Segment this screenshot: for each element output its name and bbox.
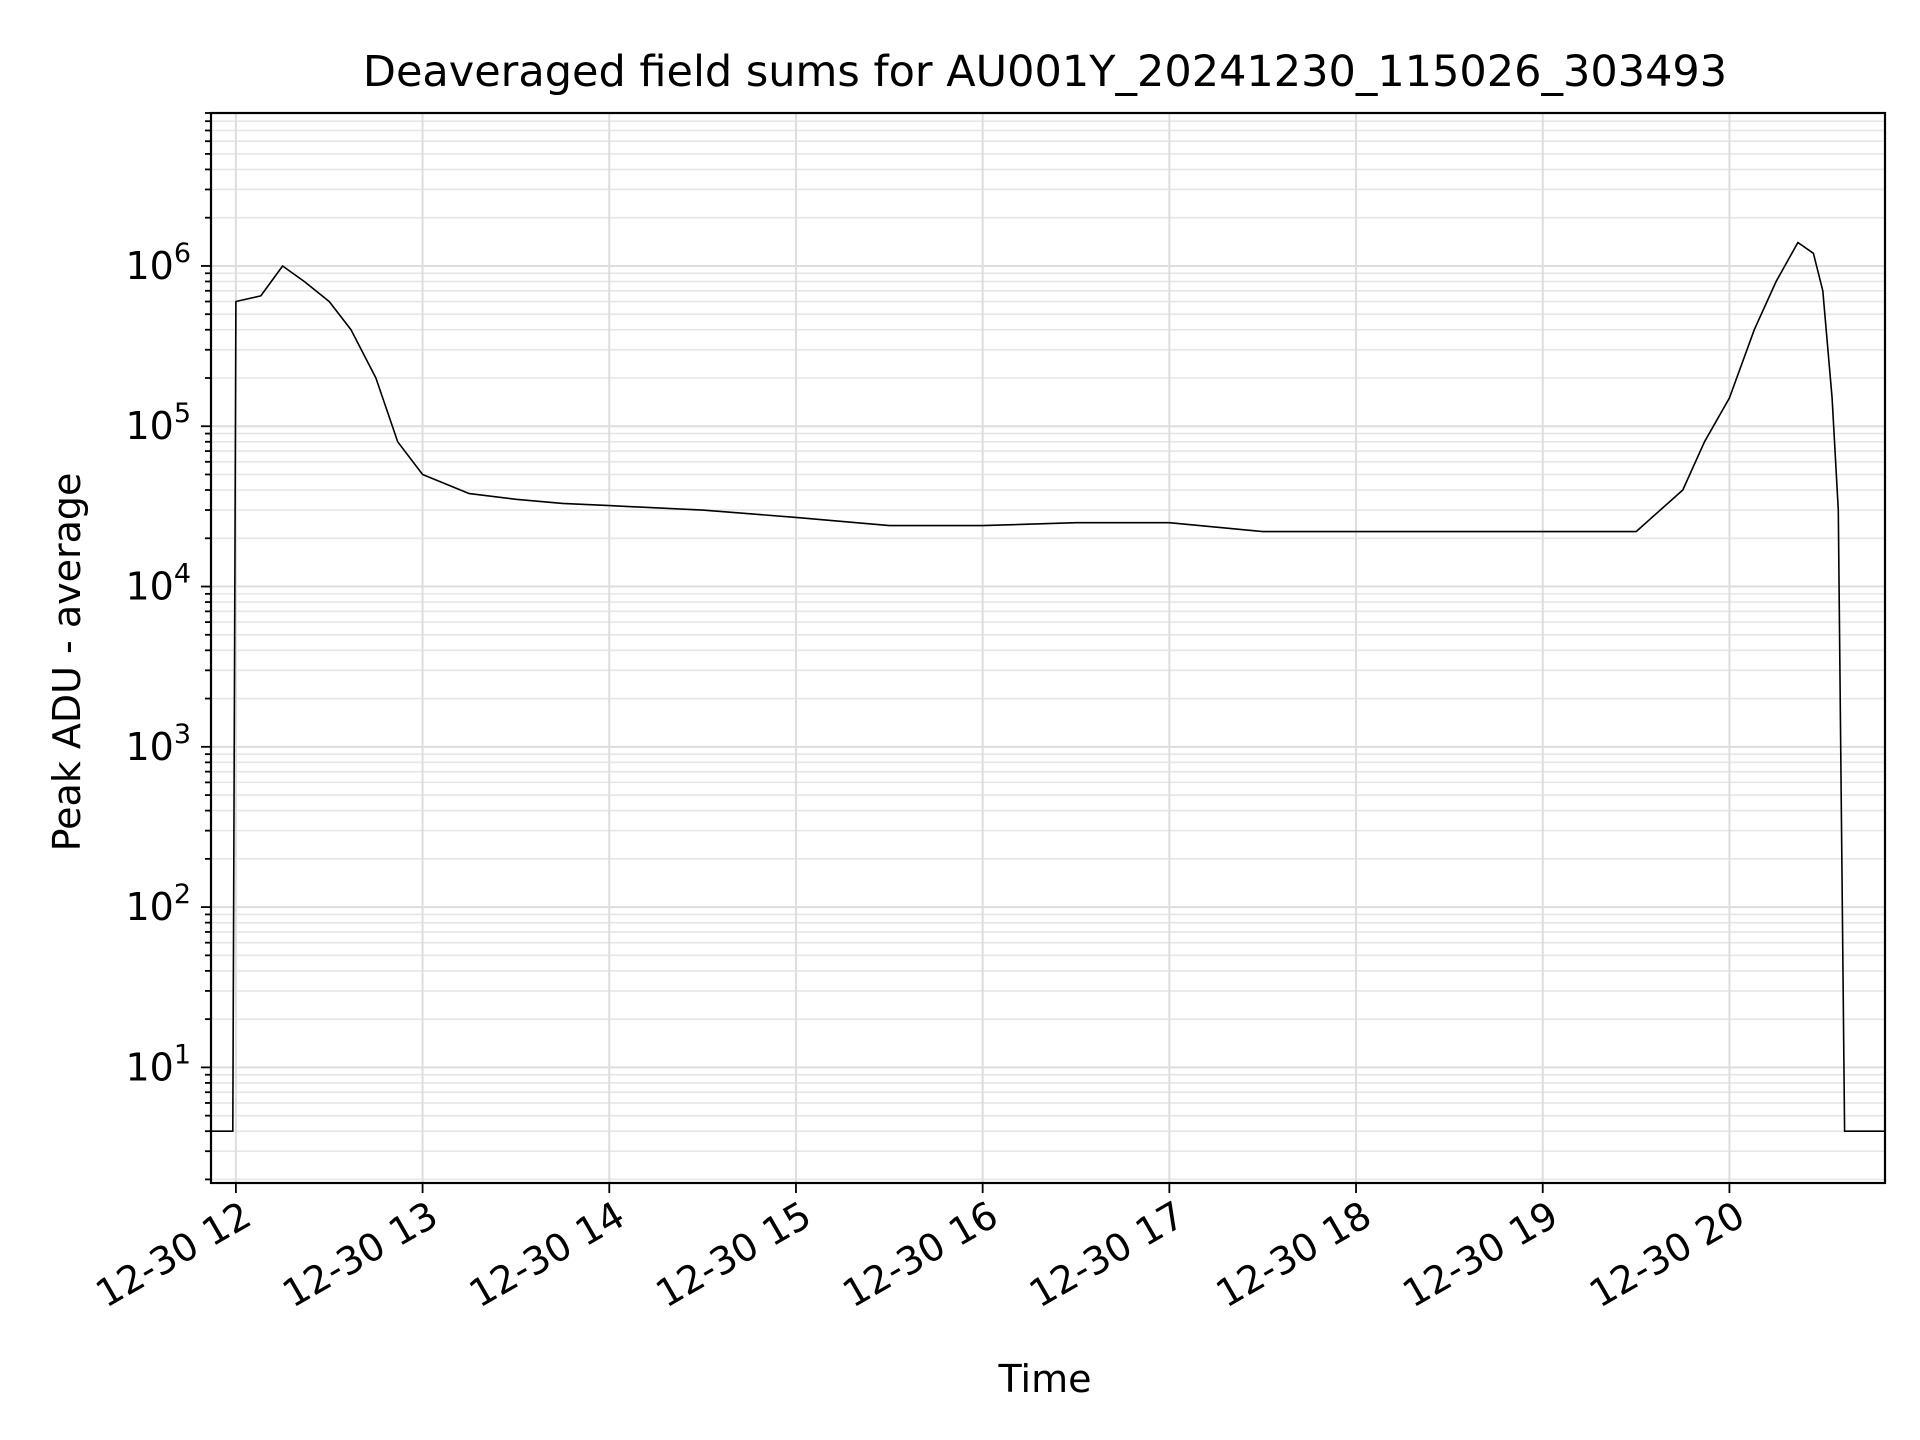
y-tick-label: 106 <box>125 238 191 288</box>
chart-title: Deaveraged field sums for AU001Y_2024123… <box>363 47 1727 97</box>
y-tick-label: 103 <box>125 719 191 769</box>
plot-frame <box>209 111 1887 1185</box>
series-line-1 <box>211 241 1885 1132</box>
grid <box>211 112 1885 1183</box>
y-axis-ticks: 101 102 103 104 105 106 <box>125 112 211 1181</box>
x-axis-label: Time <box>998 1357 1092 1401</box>
y-tick-label: 105 <box>125 398 191 448</box>
y-tick-label: 104 <box>125 559 191 609</box>
y-tick-label: 102 <box>125 879 191 929</box>
data-layer <box>211 241 1885 1132</box>
y-tick-label: 101 <box>125 1039 191 1089</box>
y-axis-label: Peak ADU - average <box>45 473 89 852</box>
